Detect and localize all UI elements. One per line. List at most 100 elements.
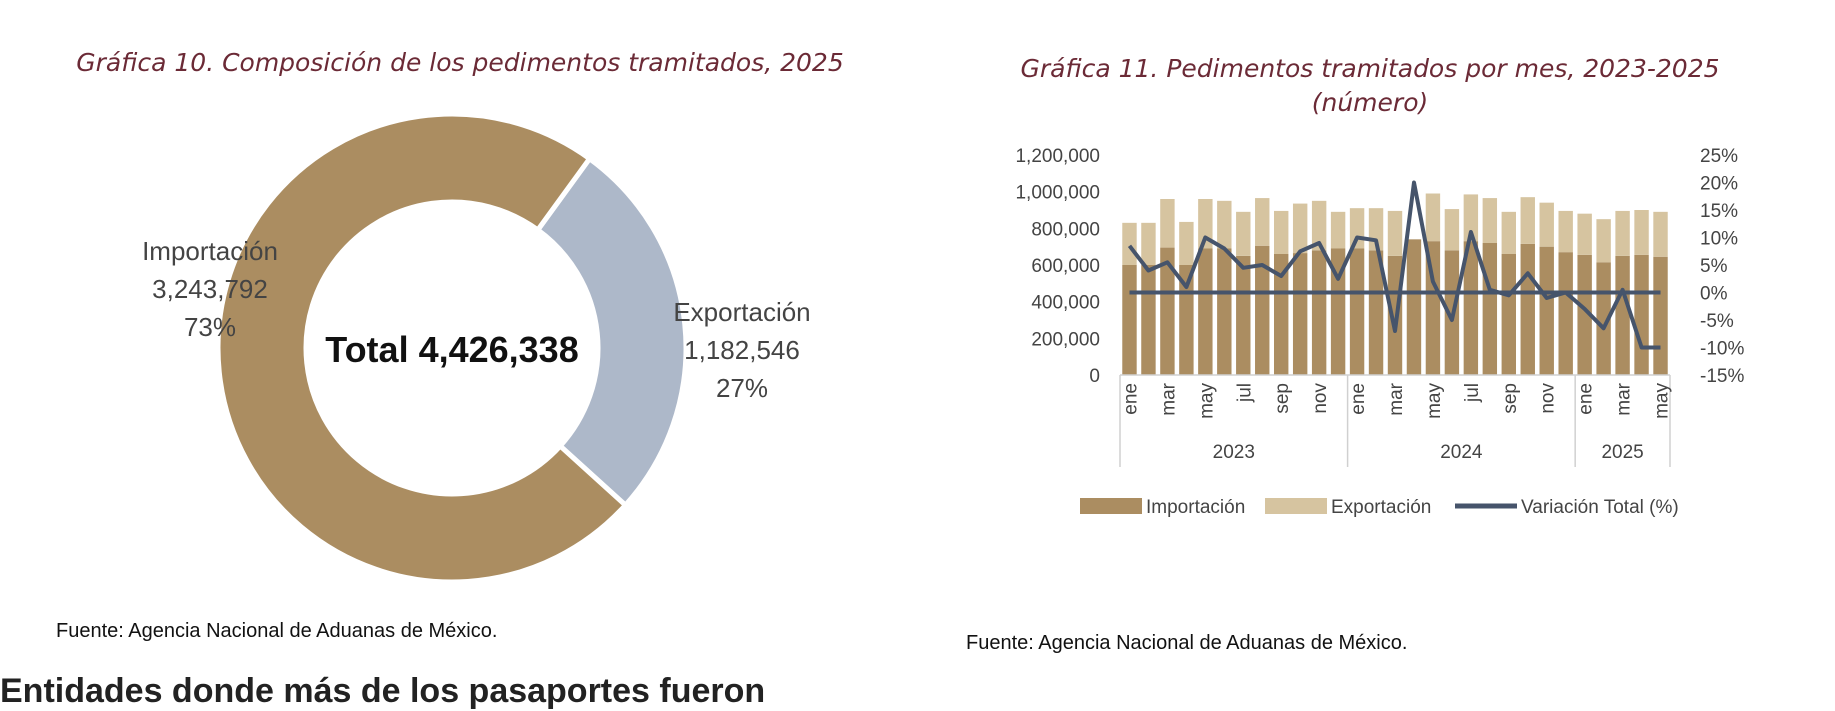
bar-exportacion xyxy=(1255,198,1270,246)
right-axis-tick: 25% xyxy=(1700,146,1738,167)
month-tick-label: nov xyxy=(1310,383,1331,414)
chart-legend: Importación Exportación Variación Total (%… xyxy=(1080,497,1679,518)
slice-name-exportacion: Exportación xyxy=(673,297,810,327)
bar-chart-title-line1: Gráfica 11. Pedimentos tramitados por me… xyxy=(1020,54,1720,83)
bar-importacion xyxy=(1653,256,1668,375)
slice-label-exportacion: Exportación 1,182,546 27% xyxy=(673,297,810,403)
bar-chart-title-line2: (número) xyxy=(1311,88,1429,117)
bar-importacion xyxy=(1274,254,1289,375)
bar-exportacion xyxy=(1160,199,1175,248)
bar-exportacion xyxy=(1179,221,1194,265)
bar-importacion xyxy=(1141,265,1156,375)
bar-importacion xyxy=(1330,248,1346,375)
bar-exportacion xyxy=(1330,211,1346,249)
bar-source-note: Fuente: Agencia Nacional de Aduanas de M… xyxy=(966,632,1408,654)
left-axis-tick: 1,200,000 xyxy=(1015,146,1100,167)
bar-exportacion xyxy=(1634,210,1649,255)
bar-exportacion xyxy=(1444,209,1460,251)
slice-value-importacion: 3,243,792 xyxy=(152,274,268,304)
bar-exportacion xyxy=(1520,197,1535,244)
bar-importacion xyxy=(1425,241,1441,375)
bar-exportacion xyxy=(1539,202,1554,247)
variation-line xyxy=(1127,180,1661,350)
bar-importacion xyxy=(1255,245,1270,375)
left-axis-tick: 800,000 xyxy=(1031,219,1100,240)
bar-importacion xyxy=(1198,248,1213,375)
right-axis-tick: -10% xyxy=(1700,339,1744,360)
month-tick-label: jul xyxy=(1234,383,1255,403)
left-axis-tick: 400,000 xyxy=(1031,293,1100,314)
bar-importacion xyxy=(1634,254,1649,375)
left-axis-tick: 200,000 xyxy=(1031,329,1100,350)
bar-importacion xyxy=(1596,262,1611,375)
next-section-heading: Entidades donde más de los pasaportes fu… xyxy=(0,672,766,710)
legend-swatch xyxy=(1265,498,1327,514)
donut-chart-title: Gráfica 10. Composición de los pedimento… xyxy=(76,48,844,77)
bar-exportacion xyxy=(1141,222,1156,265)
slice-pct-importacion: 73% xyxy=(184,312,236,342)
slice-label-importacion: Importación 3,243,792 73% xyxy=(142,236,278,342)
bar-chart-title: Gráfica 11. Pedimentos tramitados por me… xyxy=(970,52,1770,120)
bar-exportacion xyxy=(1501,211,1516,254)
bar-importacion xyxy=(1160,247,1175,375)
right-axis-tick: 15% xyxy=(1700,201,1738,222)
year-group-label: 2023 xyxy=(1213,442,1255,463)
donut-center-label: Total 4,426,338 xyxy=(325,329,578,370)
right-axis-tick: 5% xyxy=(1700,256,1728,277)
bar-exportacion xyxy=(1122,222,1137,265)
bar-importacion xyxy=(1463,241,1479,375)
slice-exportacion xyxy=(534,155,689,509)
year-group-label: 2025 xyxy=(1601,442,1643,463)
right-axis-tick: 10% xyxy=(1700,229,1738,250)
bar-importacion xyxy=(1539,246,1554,375)
bar-importacion xyxy=(1368,250,1384,375)
bar-exportacion xyxy=(1615,210,1630,256)
bar-exportacion xyxy=(1292,203,1308,254)
bar-exportacion xyxy=(1558,210,1573,253)
legend-label: Importación xyxy=(1146,497,1245,518)
month-tick-label: nov xyxy=(1538,383,1559,414)
bar-importacion xyxy=(1236,255,1251,375)
legend-label: Exportación xyxy=(1331,497,1431,518)
bar-exportacion xyxy=(1349,208,1365,249)
legend-swatch xyxy=(1080,498,1142,514)
right-axis-tick: 20% xyxy=(1700,174,1738,195)
month-tick-label: mar xyxy=(1386,382,1407,415)
month-tick-label: mar xyxy=(1158,382,1179,415)
bar-exportacion xyxy=(1198,199,1213,249)
slice-pct-exportacion: 27% xyxy=(716,373,768,403)
bar-importacion xyxy=(1349,248,1365,375)
bar-importacion xyxy=(1311,250,1327,375)
legend-label: Variación Total (%) xyxy=(1521,497,1679,518)
left-axis-tick: 0 xyxy=(1089,366,1100,387)
bar-importacion xyxy=(1292,253,1308,375)
bar-importacion xyxy=(1406,239,1422,375)
month-tick-label: ene xyxy=(1120,383,1141,415)
bar-importacion xyxy=(1520,243,1535,375)
month-tick-label: mar xyxy=(1614,382,1635,415)
bar-importacion xyxy=(1122,265,1137,375)
year-group-label: 2024 xyxy=(1440,442,1483,463)
month-tick-label: sep xyxy=(1272,383,1293,414)
right-axis-tick: 0% xyxy=(1700,284,1728,305)
month-tick-label: ene xyxy=(1348,383,1369,415)
bar-importacion xyxy=(1217,248,1232,375)
month-tick-label: ene xyxy=(1576,383,1597,415)
month-tick-label: may xyxy=(1652,383,1673,419)
bar-exportacion xyxy=(1274,210,1289,254)
month-tick-label: may xyxy=(1196,383,1217,419)
bar-exportacion xyxy=(1217,200,1232,249)
left-axis-tick: 600,000 xyxy=(1031,256,1100,277)
bar-exportacion xyxy=(1236,211,1251,256)
slice-importacion xyxy=(215,111,629,585)
donut-chart: Total 4,426,338 Importación 3,243,792 73… xyxy=(142,111,811,585)
month-tick-label: jul xyxy=(1462,383,1483,403)
bar-exportacion xyxy=(1596,219,1611,263)
right-axis-tick: -15% xyxy=(1700,366,1744,387)
month-tick-label: sep xyxy=(1500,383,1521,414)
bar-exportacion xyxy=(1311,200,1327,251)
slice-value-exportacion: 1,182,546 xyxy=(684,335,800,365)
donut-source-note: Fuente: Agencia Nacional de Aduanas de M… xyxy=(56,620,498,642)
month-tick-label: may xyxy=(1424,383,1445,419)
bar-exportacion xyxy=(1482,198,1498,243)
